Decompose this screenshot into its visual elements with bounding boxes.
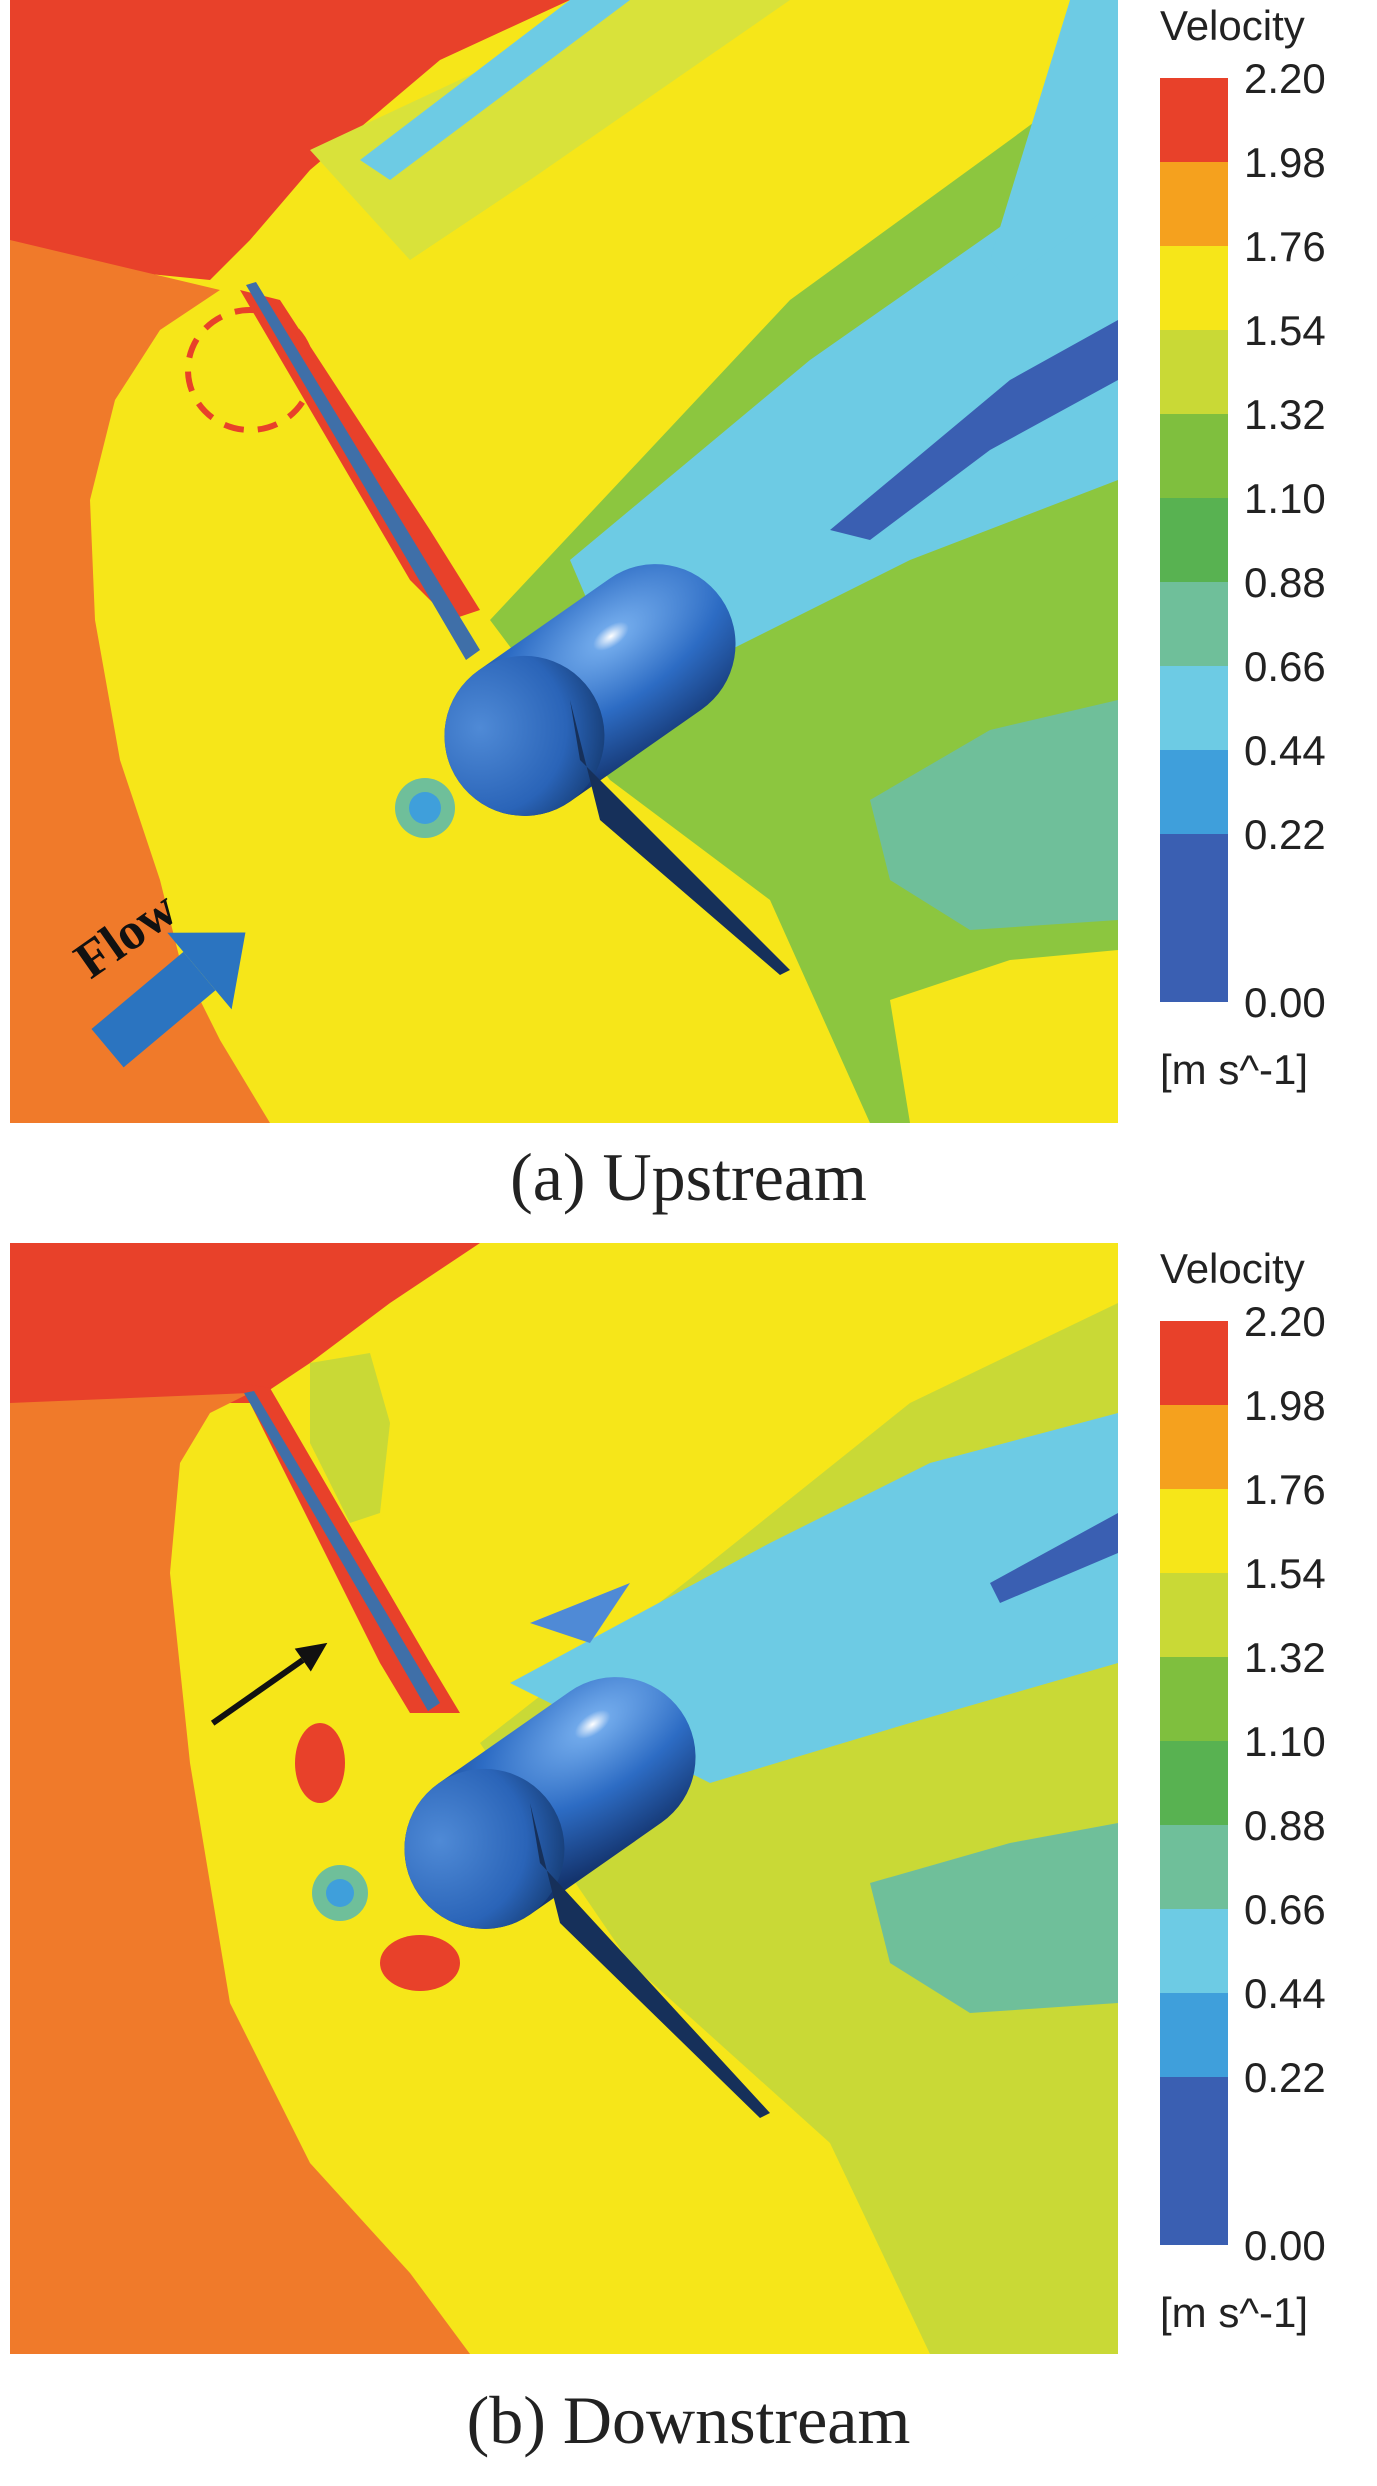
colorbar-tick: 0.44	[1244, 1970, 1326, 2017]
colorbar-unit: [m s^-1]	[1160, 1046, 1309, 1093]
panel-upstream: Flow Velocity 2.20 1.98 1.76 1.54 1.32 1…	[10, 0, 1377, 1215]
colorbar-tick: 0.00	[1244, 2222, 1326, 2269]
region-red-patch	[380, 1935, 460, 1991]
turbine-nacelle	[444, 564, 736, 816]
colorbar-tick: 1.76	[1244, 1466, 1326, 1513]
region-wake-teal	[870, 700, 1118, 930]
colorbar-tick: 0.88	[1244, 559, 1326, 606]
colorbar-bar	[1160, 78, 1228, 1002]
colorbar-tick: 1.98	[1244, 139, 1326, 186]
caption-downstream: (b) Downstream	[466, 2382, 911, 2458]
colorbar-swatch	[1160, 246, 1228, 330]
region-orange-left	[10, 1393, 470, 2354]
region-red-patch	[295, 1723, 345, 1803]
region-red-upper-left	[10, 1243, 480, 1403]
colorbar-swatch	[1160, 2161, 1228, 2245]
region-wake-blue-streak	[990, 0, 1118, 280]
colorbar-swatch	[1160, 918, 1228, 1002]
contour-plot-downstream	[10, 1243, 1118, 2354]
colorbar-unit: [m s^-1]	[1160, 2289, 1309, 2336]
caption-upstream: (a) Upstream	[510, 1139, 867, 1215]
colorbar-upstream: Velocity 2.20 1.98 1.76 1.54 1.32 1.10 0…	[1120, 0, 1377, 1130]
velocity-contour-upstream: Flow	[10, 0, 1118, 1123]
turbine-nose-cone	[530, 1583, 630, 1643]
colorbar-swatch	[1160, 1993, 1228, 2077]
colorbar-tick: 0.22	[1244, 811, 1326, 858]
colorbar-swatch	[1160, 666, 1228, 750]
colorbar-tick: 0.22	[1244, 2054, 1326, 2101]
colorbar-tick: 0.66	[1244, 1886, 1326, 1933]
blade-upstream	[246, 282, 480, 660]
colorbar-swatch	[1160, 1573, 1228, 1657]
region-light-blue-streak	[360, 0, 630, 180]
colorbar-tick: 0.66	[1244, 643, 1326, 690]
colorbar-tick: 1.10	[1244, 475, 1326, 522]
colorbar-bar	[1160, 1321, 1228, 2245]
highlight-circle	[185, 307, 315, 433]
colorbar-tick: 0.88	[1244, 1802, 1326, 1849]
region-wake-light-blue	[570, 140, 1118, 700]
region-orange-left	[10, 240, 270, 1123]
colorbar-swatch	[1160, 2077, 1228, 2161]
colorbar-title: Velocity	[1160, 1245, 1305, 1292]
blade-upstream	[244, 1391, 440, 1711]
region-wake-teal	[870, 1823, 1118, 2013]
panel-downstream: Velocity 2.20 1.98 1.76 1.54 1.32 1.10 0…	[0, 1243, 1377, 2486]
colorbar-swatch	[1160, 414, 1228, 498]
region-wake-light-blue	[510, 1413, 1118, 1783]
colorbar-title: Velocity	[1160, 2, 1305, 49]
colorbar-tick: 1.54	[1244, 1550, 1326, 1597]
colorbar-swatch	[1160, 834, 1228, 918]
flow-arrow	[91, 932, 246, 1068]
region-green-blob	[310, 1353, 390, 1523]
region-yellow-green-band	[310, 0, 790, 260]
colorbar-tick: 2.20	[1244, 55, 1326, 102]
colorbar-tick: 2.20	[1244, 1298, 1326, 1345]
colorbar-tick: 1.10	[1244, 1718, 1326, 1765]
colorbar-swatch	[1160, 1489, 1228, 1573]
colorbar-swatch	[1160, 162, 1228, 246]
velocity-contour-downstream	[10, 1243, 1118, 2354]
colorbar-swatch	[1160, 78, 1228, 162]
colorbar-swatch	[1160, 1825, 1228, 1909]
turbine-nacelle	[404, 1677, 696, 1929]
colorbar-swatch	[1160, 1909, 1228, 1993]
colorbar-tick: 0.00	[1244, 979, 1326, 1026]
colorbar-swatch	[1160, 750, 1228, 834]
region-wake-blue	[990, 1513, 1118, 1603]
region-yellow-lower-right	[890, 950, 1118, 1123]
region-wake-blue	[830, 320, 1118, 540]
colorbar-tick: 1.98	[1244, 1382, 1326, 1429]
colorbar-swatch	[1160, 1657, 1228, 1741]
colorbar-swatch	[1160, 1741, 1228, 1825]
colorbar-tick: 1.54	[1244, 307, 1326, 354]
direction-arrow	[210, 1642, 328, 1726]
colorbar-swatch	[1160, 330, 1228, 414]
colorbar-swatch	[1160, 1321, 1228, 1405]
colorbar-tick: 1.32	[1244, 391, 1326, 438]
colorbar-downstream: Velocity 2.20 1.98 1.76 1.54 1.32 1.10 0…	[1120, 1243, 1377, 2373]
colorbar-swatch	[1160, 582, 1228, 666]
colorbar-swatch	[1160, 1405, 1228, 1489]
colorbar-swatch	[1160, 498, 1228, 582]
contour-plot-upstream: Flow	[10, 0, 1118, 1123]
colorbar-tick: 0.44	[1244, 727, 1326, 774]
region-red-upper-left	[10, 0, 570, 280]
colorbar-tick: 1.76	[1244, 223, 1326, 270]
colorbar-tick: 1.32	[1244, 1634, 1326, 1681]
